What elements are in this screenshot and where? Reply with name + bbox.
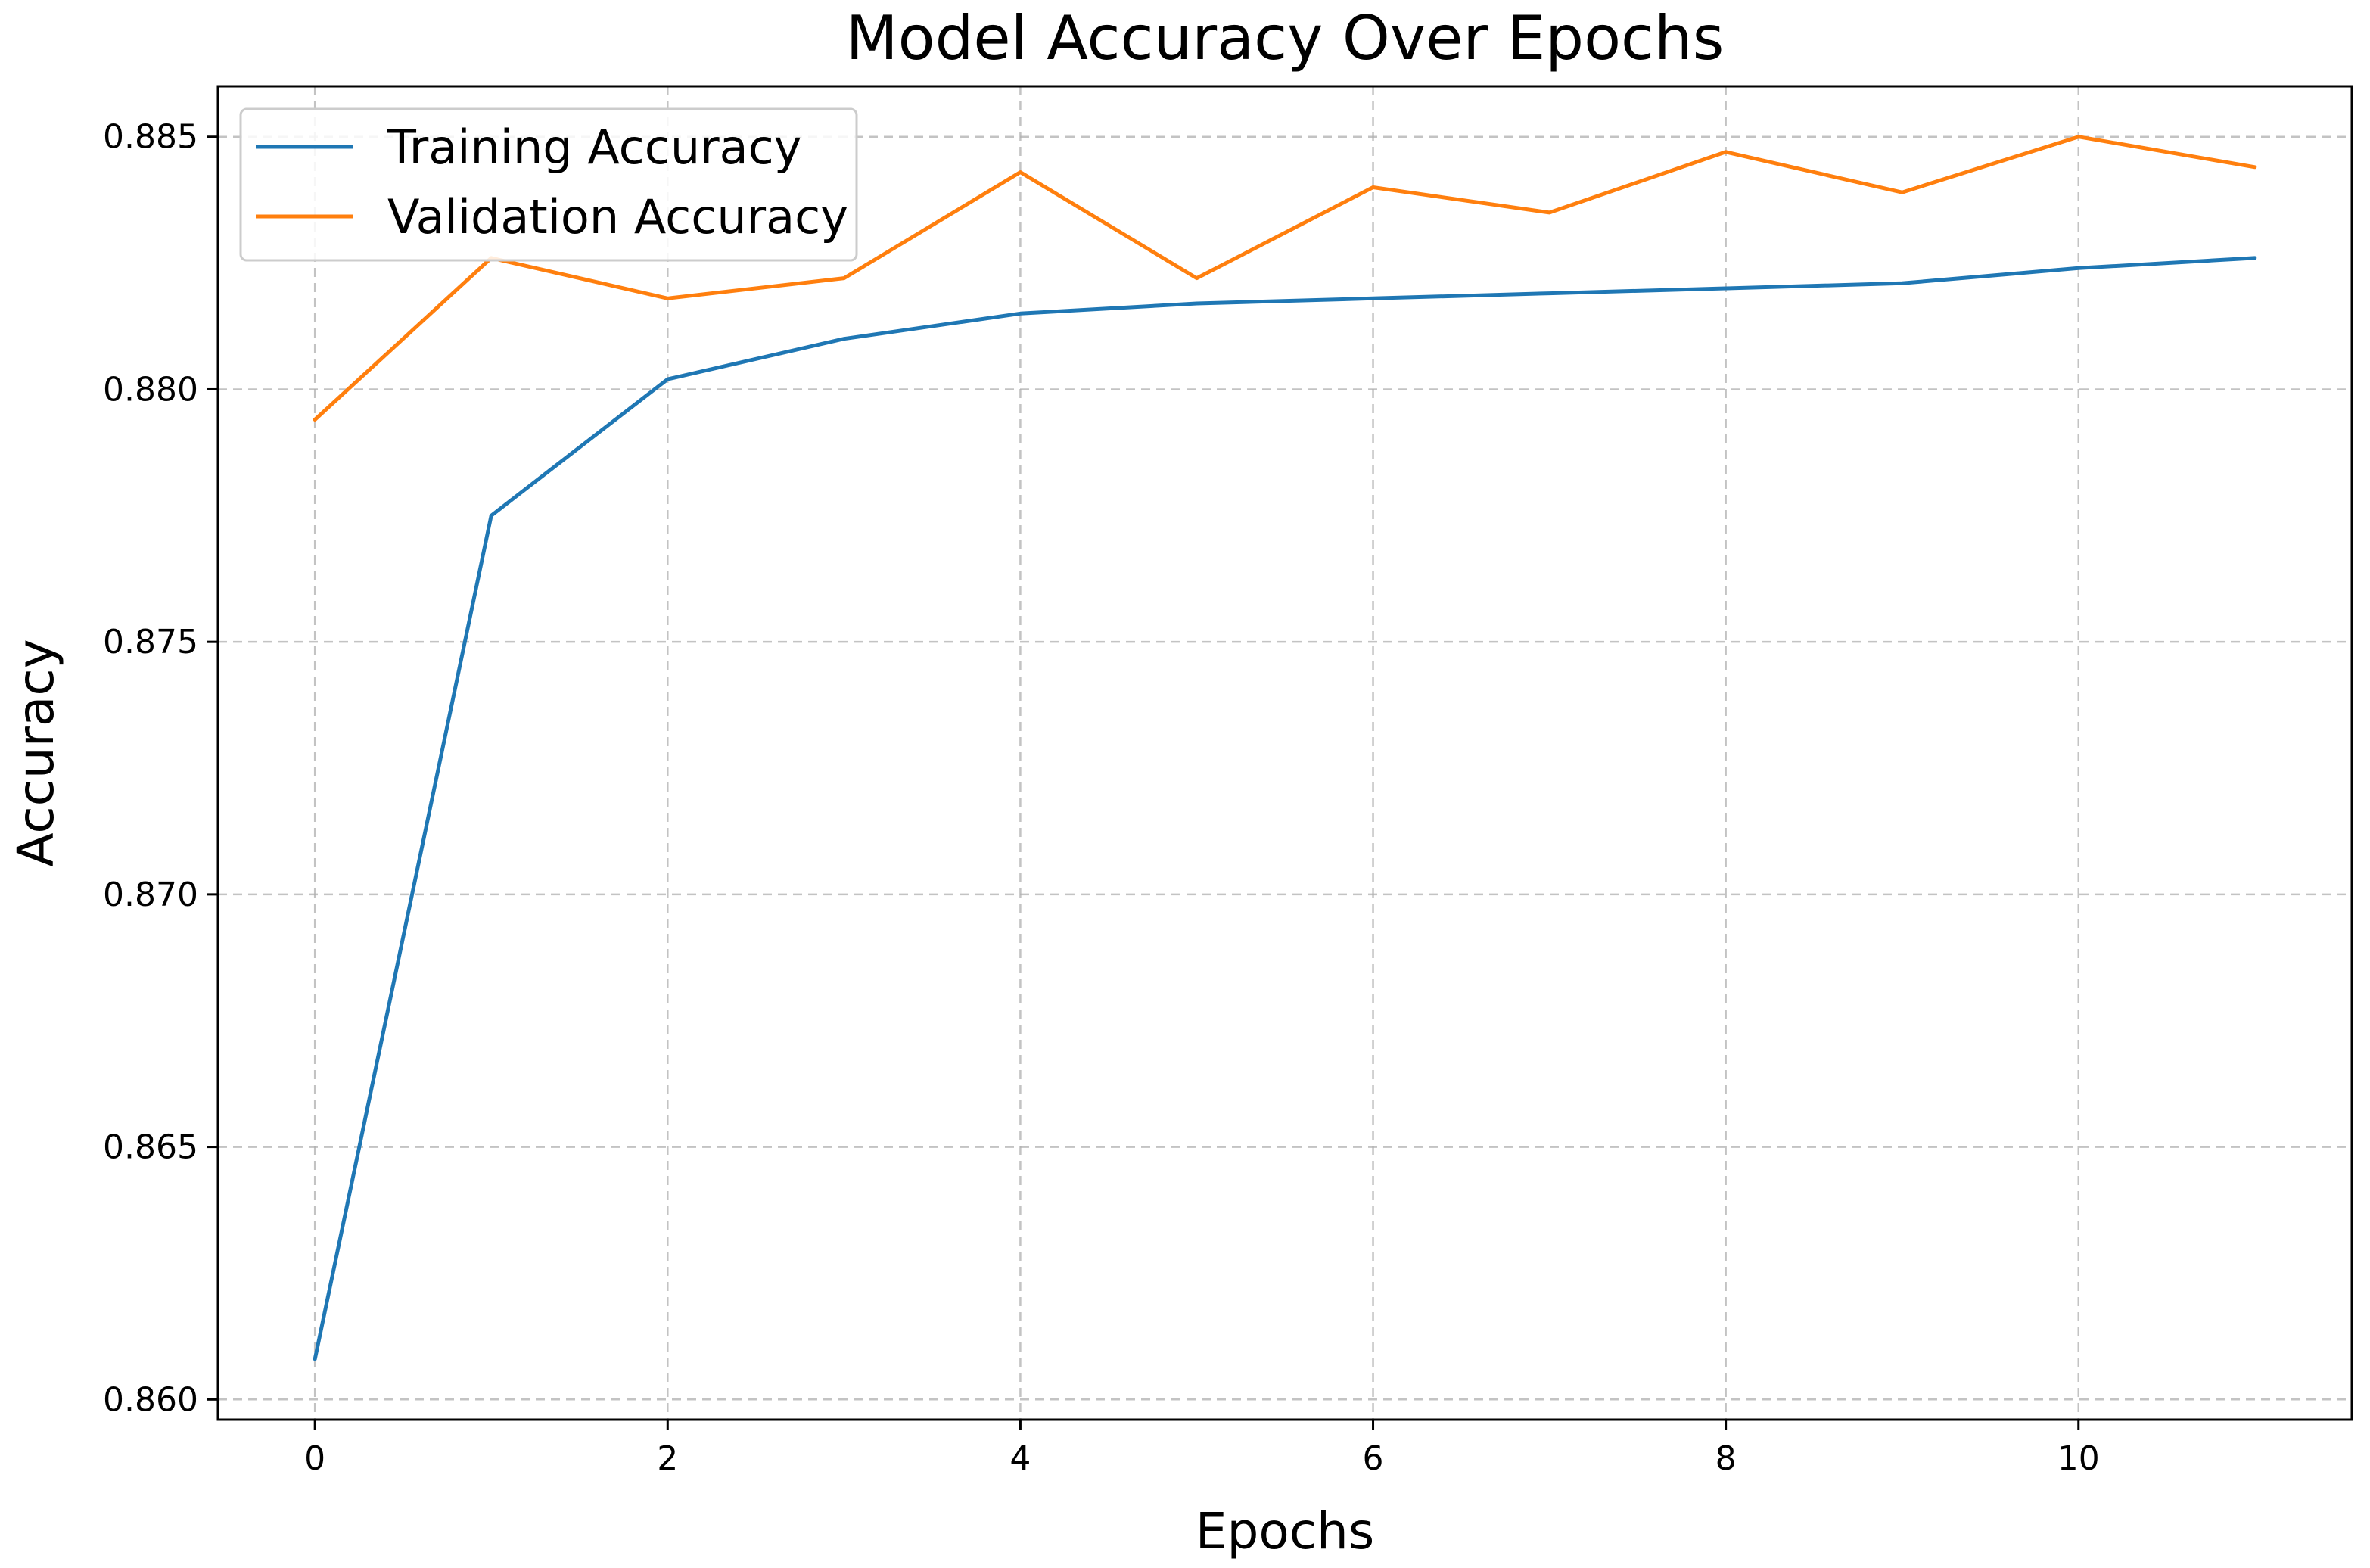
- x-tick-label: 2: [657, 1439, 678, 1478]
- x-axis-label: Epochs: [1196, 1502, 1374, 1560]
- tick-layer: 0 2 4 6 8 10 0.860 0.865 0.870 0.875 0.880 0.885: [103, 118, 2100, 1478]
- legend-label-training: Training Accuracy: [387, 120, 801, 175]
- y-tick-label: 0.870: [103, 876, 198, 914]
- x-tick-label: 4: [1009, 1439, 1031, 1478]
- y-tick-label: 0.880: [103, 370, 198, 409]
- legend-label-validation: Validation Accuracy: [387, 189, 848, 244]
- y-tick-label: 0.885: [103, 118, 198, 157]
- legend-box: [239, 107, 858, 262]
- y-tick-label: 0.875: [103, 623, 198, 661]
- x-tick-label: 8: [1715, 1439, 1737, 1478]
- series-layer: [313, 135, 2257, 1361]
- y-axis-label: Accuracy: [7, 639, 65, 866]
- y-tick-label: 0.865: [103, 1128, 198, 1167]
- chart-title: Model Accuracy Over Epochs: [846, 3, 1725, 73]
- plot-frame: [216, 85, 2353, 1421]
- legend: Training Accuracy Validation Accuracy: [239, 107, 858, 262]
- x-tick-label: 6: [1363, 1439, 1384, 1478]
- x-tick-label: 10: [2057, 1439, 2100, 1478]
- x-tick-label: 0: [304, 1439, 325, 1478]
- y-tick-label: 0.860: [103, 1380, 198, 1419]
- series-line-training: [313, 256, 2257, 1361]
- grid-layer: [218, 86, 2352, 1420]
- series-line-validation: [313, 135, 2257, 422]
